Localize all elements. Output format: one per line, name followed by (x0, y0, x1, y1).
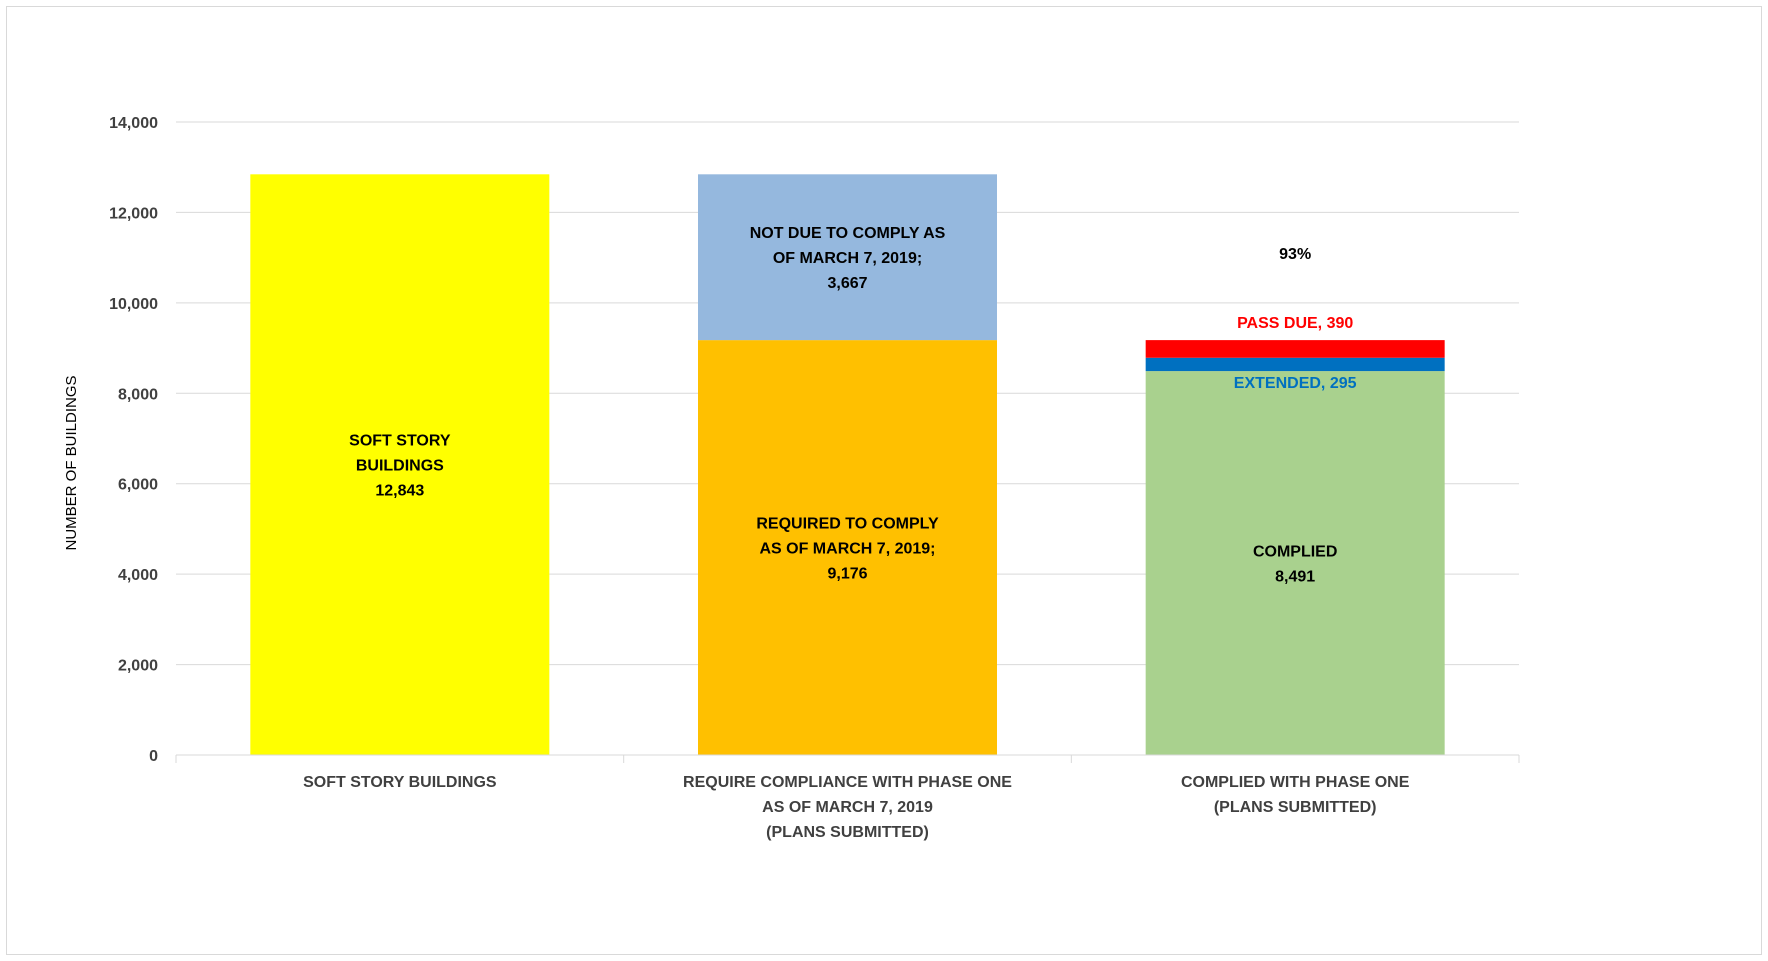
y-tick-label: 10,000 (109, 296, 158, 313)
data-label: 8,491 (1275, 569, 1315, 586)
bar-segment (698, 340, 997, 755)
segment-labels: SOFT STORY BUILDINGS 12,843 REQUIRED TO COM… (349, 225, 1356, 585)
chart-frame (6, 6, 1762, 955)
bar-segment (1145, 357, 1445, 372)
data-label: OF MARCH 7, 2019; (773, 250, 922, 267)
data-label: EXTENDED, 295 (1234, 375, 1357, 392)
data-label: 12,843 (375, 483, 424, 500)
bar-segment (250, 174, 550, 755)
category-label: AS OF MARCH 7, 2019 (762, 799, 933, 816)
bar-segment (1145, 371, 1445, 755)
category-label: COMPLIED WITH PHASE ONE (1181, 774, 1410, 791)
data-label: SOFT STORY (349, 433, 451, 450)
y-tick-label: 6,000 (118, 477, 158, 494)
data-label: PASS DUE, 390 (1237, 315, 1353, 332)
annotations: 93% (1279, 246, 1311, 263)
y-axis-title: NUMBER OF BUILDINGS (63, 375, 80, 550)
data-label: BUILDINGS (356, 458, 444, 475)
category-label: (PLANS SUBMITTED) (1214, 799, 1377, 816)
bar-segment (1145, 340, 1445, 358)
category-label: REQUIRE COMPLIANCE WITH PHASE ONE (683, 774, 1012, 791)
y-tick-label: 4,000 (118, 567, 158, 584)
x-axis-category-labels: SOFT STORY BUILDINGS REQUIRE COMPLIANCE W… (303, 774, 1410, 841)
category-label: SOFT STORY BUILDINGS (303, 774, 497, 791)
y-tick-label: 12,000 (109, 205, 158, 222)
bars (250, 174, 1445, 755)
y-tick-label: 8,000 (118, 386, 158, 403)
data-label: 9,176 (827, 566, 867, 583)
x-axis (175, 754, 1520, 763)
data-label: COMPLIED (1253, 544, 1337, 561)
data-label: 3,667 (827, 275, 867, 292)
category-label: (PLANS SUBMITTED) (766, 824, 929, 841)
data-label: AS OF MARCH 7, 2019; (759, 541, 935, 558)
data-label: REQUIRED TO COMPLY (756, 516, 939, 533)
y-axis-tick-labels: 0 2,000 4,000 6,000 8,000 10,000 12,000 14,000 (109, 115, 158, 765)
y-tick-label: 14,000 (109, 115, 158, 132)
bar-segment (698, 174, 997, 341)
y-tick-label: 2,000 (118, 658, 158, 675)
y-tick-label: 0 (149, 748, 158, 765)
percentage-annotation: 93% (1279, 246, 1311, 263)
data-label: NOT DUE TO COMPLY AS (750, 225, 946, 242)
